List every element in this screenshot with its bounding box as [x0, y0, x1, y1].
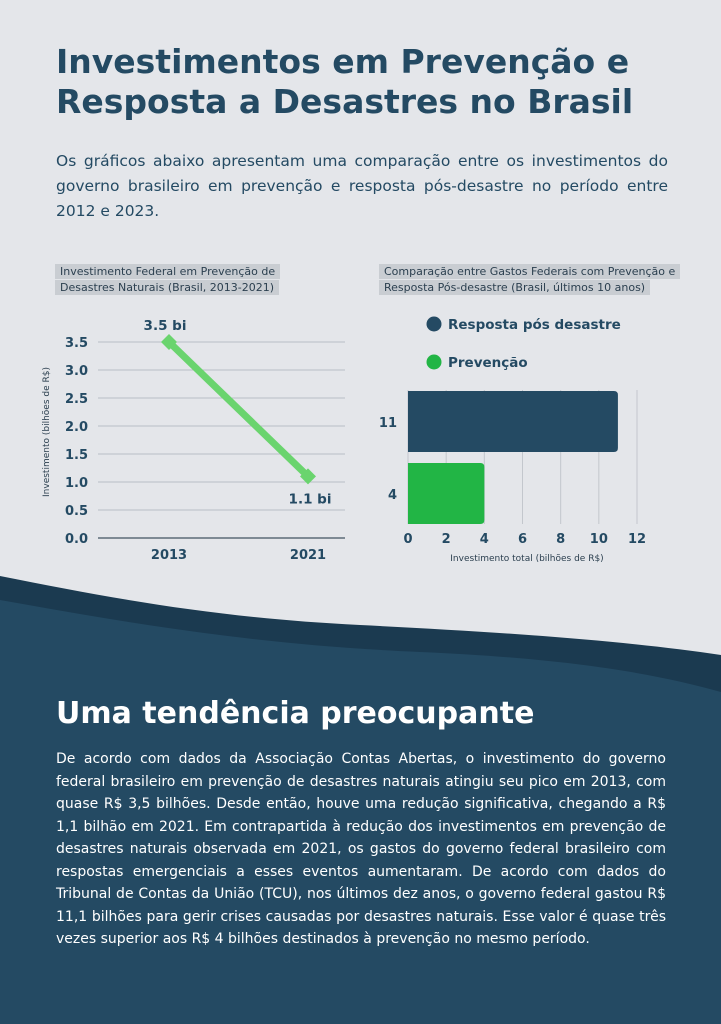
line-chart-y-tick-label: 1.5 — [65, 448, 88, 463]
legend-swatch — [426, 316, 442, 332]
line-chart-title: Investimento Federal em Prevenção de Des… — [55, 264, 295, 296]
line-chart-y-tick-label: 2.0 — [65, 420, 88, 435]
bar-chart-x-tick-label: 4 — [480, 532, 489, 547]
section-paragraph: De acordo com dados da Associação Contas… — [56, 751, 666, 947]
line-chart-x-tick-label: 2013 — [151, 548, 187, 563]
bar-chart-x-tick-label: 10 — [590, 532, 608, 547]
line-chart-y-tick-label: 2.5 — [65, 392, 88, 407]
legend-label: Prevenção — [448, 355, 528, 371]
line-chart-y-tick-label: 0.0 — [65, 532, 88, 547]
bar-chart-bar — [408, 391, 618, 452]
line-chart-point — [161, 334, 177, 350]
legend-swatch — [426, 354, 442, 370]
line-chart-y-tick-label: 3.0 — [65, 364, 88, 379]
line-chart-point — [300, 468, 316, 485]
line-chart-data-label: 1.1 bi — [289, 491, 332, 507]
line-chart-x-tick-label: 2021 — [290, 548, 326, 563]
section-heading: Uma tendência preocupante — [56, 696, 535, 731]
page-title: Investimentos em Prevenção e Resposta a … — [56, 42, 634, 121]
line-chart-data-label: 3.5 bi — [144, 318, 187, 334]
bar-chart-x-tick-label: 6 — [518, 532, 527, 547]
bar-chart-y-tick-label: 4 — [388, 488, 397, 503]
bar-chart-x-tick-label: 8 — [556, 532, 565, 547]
line-chart-y-tick-label: 0.5 — [65, 504, 88, 519]
bar-chart-x-axis-title: Investimento total (bilhões de R$) — [450, 554, 603, 564]
wave-main-band — [0, 600, 721, 1024]
intro-paragraph: Os gráficos abaixo apresentam uma compar… — [56, 152, 668, 220]
bar-chart-x-tick-label: 2 — [442, 532, 451, 547]
bar-chart-y-tick-label: 11 — [379, 416, 397, 431]
bar-chart-title: Comparação entre Gastos Federais com Pre… — [379, 264, 681, 296]
line-chart-series-line — [166, 339, 311, 479]
line-chart-y-tick-label: 3.5 — [65, 336, 88, 351]
bar-chart-x-tick-label: 12 — [628, 532, 646, 547]
line-chart-y-tick-label: 1.0 — [65, 476, 88, 491]
bar-chart-bar — [408, 463, 485, 524]
line-chart-y-axis-title: Investimento (bilhões de R$) — [42, 367, 52, 497]
bar-chart-x-tick-label: 0 — [403, 532, 412, 547]
legend-label: Resposta pós desastre — [448, 317, 621, 333]
